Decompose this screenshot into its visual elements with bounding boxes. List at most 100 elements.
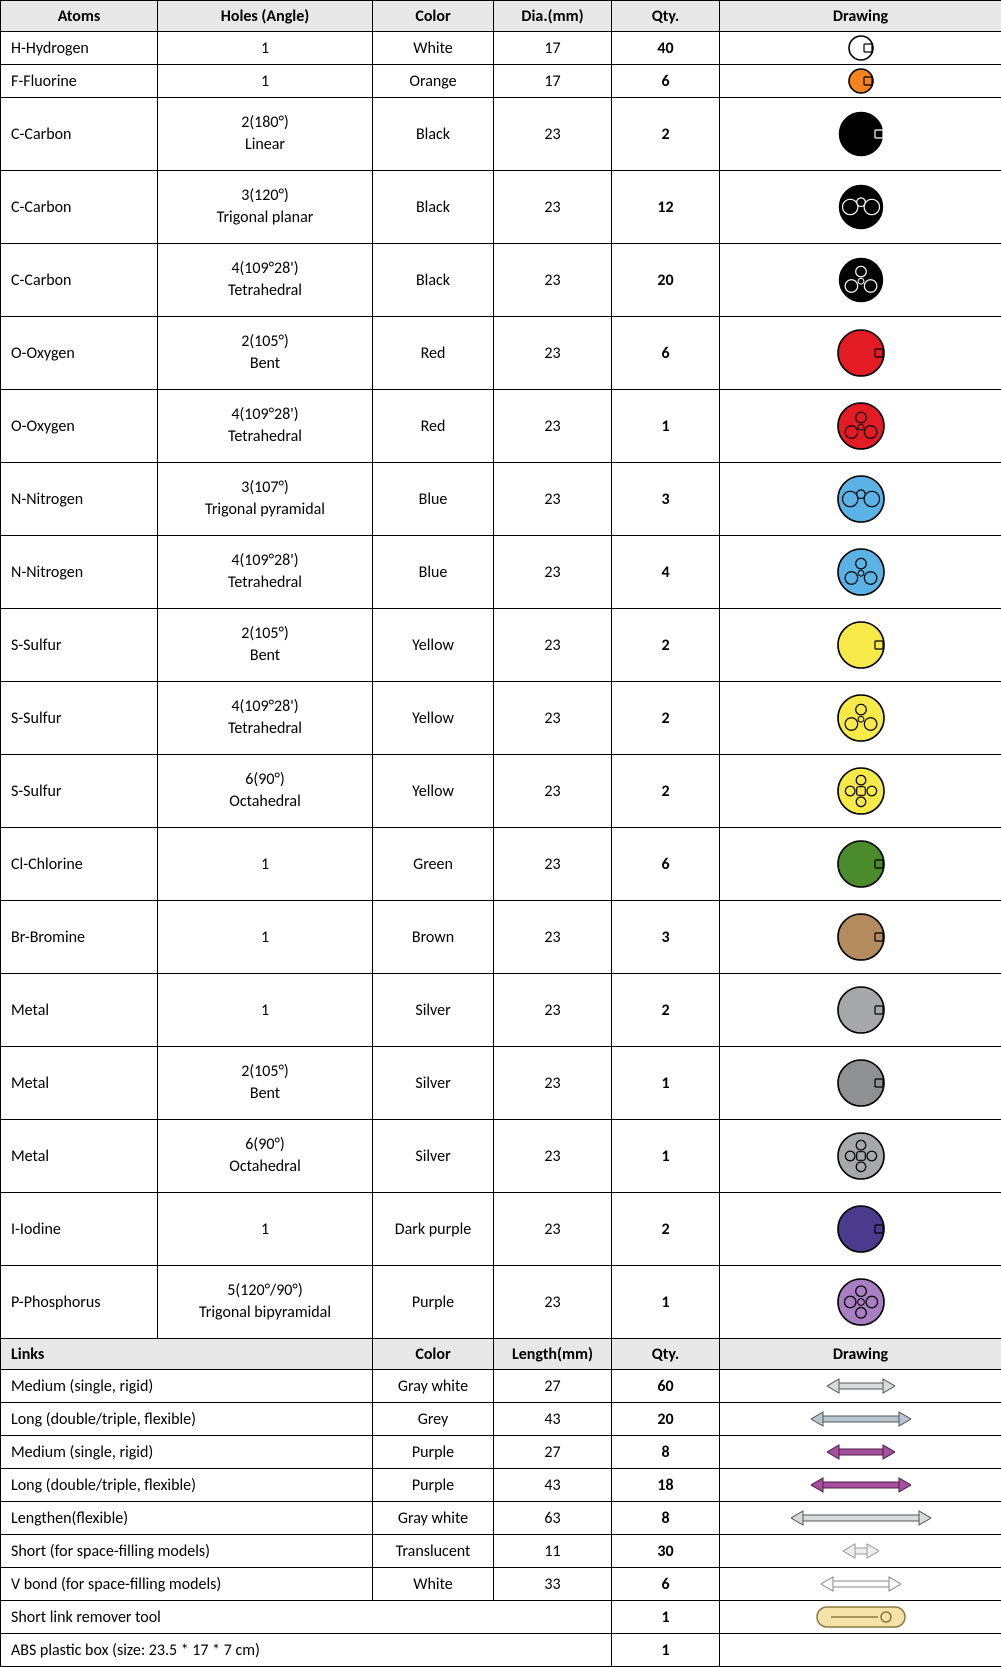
holes-line2: Bent <box>164 1083 366 1105</box>
atom-dia: 17 <box>494 32 612 65</box>
atom-qty: 2 <box>612 1193 720 1266</box>
col-atoms: Atoms <box>1 1 158 32</box>
holes-line1: 2(105°) <box>164 331 366 353</box>
link-name: Long (double/triple, flexible) <box>1 1403 373 1436</box>
atom-name: Metal <box>1 1047 158 1120</box>
atom-holes: 2(105°)Bent <box>158 317 373 390</box>
atom-dia: 23 <box>494 974 612 1047</box>
atom-qty: 6 <box>612 65 720 98</box>
atom-name: S-Sulfur <box>1 682 158 755</box>
atom-drawing <box>720 390 1001 463</box>
link-length: 63 <box>494 1502 612 1535</box>
holes-line1: 1 <box>261 39 269 58</box>
atom-dia: 23 <box>494 390 612 463</box>
table-row: H-Hydrogen1White1740 <box>1 32 1001 65</box>
atom-dia: 23 <box>494 536 612 609</box>
atom-holes: 4(109°28')Tetrahedral <box>158 390 373 463</box>
link-drawing <box>720 1436 1001 1469</box>
table-row: S-Sulfur6(90°)OctahedralYellow232 <box>1 755 1001 828</box>
atom-drawing <box>720 536 1001 609</box>
atom-qty: 1 <box>612 1047 720 1120</box>
atom-holes: 3(107°)Trigonal pyramidal <box>158 463 373 536</box>
table-row: S-Sulfur2(105°)BentYellow232 <box>1 609 1001 682</box>
holes-line1: 4(109°28') <box>164 258 366 280</box>
atom-drawing <box>720 98 1001 171</box>
atom-drawing <box>720 682 1001 755</box>
holes-line2: Tetrahedral <box>164 572 366 594</box>
table-row: Metal1Silver232 <box>1 974 1001 1047</box>
atom-name: F-Fluorine <box>1 65 158 98</box>
holes-line1: 1 <box>261 1220 269 1239</box>
table-row: F-Fluorine1Orange176 <box>1 65 1001 98</box>
atom-holes: 1 <box>158 901 373 974</box>
atom-drawing <box>720 901 1001 974</box>
atom-holes: 1 <box>158 65 373 98</box>
holes-line2: Tetrahedral <box>164 280 366 302</box>
atom-holes: 4(109°28')Tetrahedral <box>158 536 373 609</box>
table-row: V bond (for space-filling models)White33… <box>1 1568 1001 1601</box>
link-name: V bond (for space-filling models) <box>1 1568 373 1601</box>
holes-line1: 1 <box>261 855 269 874</box>
atom-drawing <box>720 828 1001 901</box>
atom-holes: 1 <box>158 32 373 65</box>
atom-dia: 23 <box>494 1120 612 1193</box>
atom-dia: 23 <box>494 463 612 536</box>
atom-qty: 3 <box>612 901 720 974</box>
link-name: Medium (single, rigid) <box>1 1436 373 1469</box>
holes-line1: 2(105°) <box>164 1061 366 1083</box>
link-qty: 20 <box>612 1403 720 1436</box>
atom-holes: 1 <box>158 1193 373 1266</box>
holes-line1: 4(109°28') <box>164 404 366 426</box>
holes-line1: 5(120°/90°) <box>164 1280 366 1302</box>
atom-name: N-Nitrogen <box>1 463 158 536</box>
holes-line2: Octahedral <box>164 1156 366 1178</box>
holes-line1: 4(109°28') <box>164 696 366 718</box>
atom-color: White <box>373 32 494 65</box>
table-row: C-Carbon4(109°28')TetrahedralBlack2320 <box>1 244 1001 317</box>
atom-qty: 12 <box>612 171 720 244</box>
table-row: Metal2(105°)BentSilver231 <box>1 1047 1001 1120</box>
extra-name: Short link remover tool <box>1 1601 612 1634</box>
atom-color: Yellow <box>373 755 494 828</box>
atom-dia: 23 <box>494 317 612 390</box>
atom-dia: 23 <box>494 609 612 682</box>
link-drawing <box>720 1568 1001 1601</box>
atom-color: Black <box>373 244 494 317</box>
holes-line1: 6(90°) <box>164 769 366 791</box>
link-drawing <box>720 1502 1001 1535</box>
atom-drawing <box>720 1047 1001 1120</box>
link-color: Gray white <box>373 1502 494 1535</box>
link-color: Purple <box>373 1469 494 1502</box>
holes-line2: Trigonal pyramidal <box>164 499 366 521</box>
atom-qty: 1 <box>612 390 720 463</box>
atom-name: O-Oxygen <box>1 317 158 390</box>
table-row: Medium (single, rigid)Purple278 <box>1 1436 1001 1469</box>
table-row: C-Carbon2(180°)LinearBlack232 <box>1 98 1001 171</box>
atom-drawing <box>720 1120 1001 1193</box>
atom-color: Silver <box>373 1047 494 1120</box>
holes-line1: 6(90°) <box>164 1134 366 1156</box>
extra-qty: 1 <box>612 1634 720 1667</box>
atom-dia: 23 <box>494 828 612 901</box>
atom-drawing <box>720 317 1001 390</box>
col-dia: Dia.(mm) <box>494 1 612 32</box>
atom-name: Br-Bromine <box>1 901 158 974</box>
holes-line1: 1 <box>261 1001 269 1020</box>
table-row: Cl-Chlorine1Green236 <box>1 828 1001 901</box>
atom-drawing <box>720 32 1001 65</box>
atom-drawing <box>720 65 1001 98</box>
atom-drawing <box>720 609 1001 682</box>
extra-drawing <box>720 1601 1001 1634</box>
atom-qty: 6 <box>612 317 720 390</box>
table-row: P-Phosphorus5(120°/90°)Trigonal bipyrami… <box>1 1266 1001 1339</box>
atom-color: Red <box>373 317 494 390</box>
table-row: N-Nitrogen3(107°)Trigonal pyramidalBlue2… <box>1 463 1001 536</box>
col-qty: Qty. <box>612 1 720 32</box>
atom-holes: 1 <box>158 974 373 1047</box>
atom-drawing <box>720 755 1001 828</box>
holes-line1: 2(180°) <box>164 112 366 134</box>
link-name: Long (double/triple, flexible) <box>1 1469 373 1502</box>
atom-qty: 6 <box>612 828 720 901</box>
atom-qty: 4 <box>612 536 720 609</box>
atom-color: Black <box>373 98 494 171</box>
